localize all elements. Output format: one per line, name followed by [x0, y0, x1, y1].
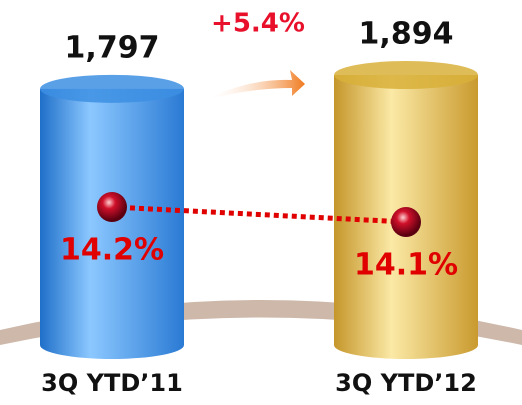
- annotation: +5.4%: [211, 9, 305, 39]
- bar-top: [334, 61, 478, 89]
- growth-arrow: [205, 70, 305, 100]
- x-tick-label: 3Q YTD’11: [41, 369, 183, 397]
- bar: [40, 88, 184, 359]
- value-label: 1,894: [359, 17, 454, 52]
- bar-top: [40, 74, 184, 103]
- line-point: [97, 192, 127, 222]
- x-tick-label: 3Q YTD’12: [335, 369, 477, 397]
- line-point: [391, 207, 421, 237]
- line: [111, 204, 407, 225]
- value-label: 14.2%: [60, 233, 164, 268]
- value-label: 14.1%: [354, 248, 458, 283]
- value-label: 1,797: [65, 30, 160, 65]
